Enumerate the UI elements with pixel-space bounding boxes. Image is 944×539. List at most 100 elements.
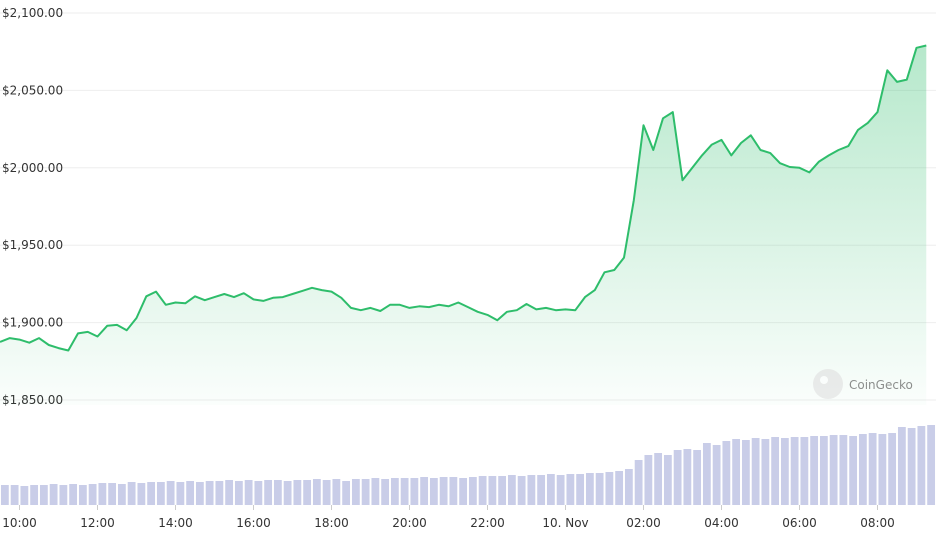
volume-bar xyxy=(449,477,458,505)
volume-bar xyxy=(166,481,175,505)
volume-bar xyxy=(839,435,848,505)
volume-bar xyxy=(566,474,575,505)
x-tick-label: 06:00 xyxy=(782,516,817,530)
volume-bar xyxy=(439,477,448,505)
volume-bar xyxy=(819,436,828,505)
x-tick-label: 02:00 xyxy=(626,516,661,530)
x-tick-label: 18:00 xyxy=(314,516,349,530)
volume-bar xyxy=(137,483,146,505)
volume-bar xyxy=(283,481,292,505)
volume-bar xyxy=(273,480,282,505)
volume-bar xyxy=(927,425,936,505)
volume-bar xyxy=(741,440,750,505)
volume-bar xyxy=(215,481,224,505)
volume-bar xyxy=(361,479,370,505)
volume-bar xyxy=(858,434,867,505)
y-tick-label: $2,050.00 xyxy=(2,83,63,97)
volume-bar xyxy=(342,481,351,505)
volume-bar xyxy=(39,485,48,505)
volume-bar xyxy=(244,480,253,505)
volume-bar xyxy=(322,480,331,505)
volume-bar xyxy=(849,436,858,505)
volume-bar xyxy=(751,438,760,505)
volume-bar xyxy=(488,476,497,505)
volume-bar xyxy=(478,476,487,505)
volume-bar xyxy=(390,478,399,505)
x-tick-label: 16:00 xyxy=(236,516,271,530)
price-line xyxy=(0,44,927,352)
volume-bar xyxy=(654,453,663,505)
watermark-text: CoinGecko xyxy=(849,378,913,392)
volume-bar xyxy=(576,474,585,505)
volume-bar xyxy=(702,443,711,505)
volume-bar xyxy=(790,437,799,505)
x-tick-label: 10. Nov xyxy=(542,516,588,530)
volume-bar xyxy=(897,427,906,505)
volume-bar xyxy=(264,480,273,505)
watermark-logo-eye xyxy=(820,376,828,384)
volume-bar xyxy=(644,455,653,505)
x-tick-label: 20:00 xyxy=(392,516,427,530)
volume-bar xyxy=(673,450,682,505)
x-tick-label: 22:00 xyxy=(470,516,505,530)
volume-bar xyxy=(156,482,165,505)
x-tick-label: 10:00 xyxy=(2,516,37,530)
volume-bar xyxy=(303,480,312,505)
volume-bar xyxy=(732,439,741,505)
volume-bar xyxy=(585,473,594,505)
volume-bar xyxy=(293,480,302,505)
volume-bar xyxy=(468,477,477,505)
volume-bar xyxy=(722,441,731,505)
x-tick-label: 12:00 xyxy=(80,516,115,530)
x-tick-label: 14:00 xyxy=(158,516,193,530)
volume-bar xyxy=(10,485,19,505)
volume-bar xyxy=(225,480,234,505)
volume-bar xyxy=(20,486,29,505)
volume-bar xyxy=(810,436,819,505)
volume-bar xyxy=(556,475,565,505)
volume-bar xyxy=(527,475,536,505)
volume-bar xyxy=(868,433,877,505)
volume-bar xyxy=(30,485,39,505)
volume-bar xyxy=(420,477,429,505)
y-tick-label: $2,000.00 xyxy=(2,161,63,175)
volume-bar xyxy=(615,471,624,505)
volume-bar xyxy=(429,478,438,505)
volume-bar xyxy=(186,481,195,505)
volume-bar xyxy=(195,482,204,505)
y-tick-label: $1,900.00 xyxy=(2,316,63,330)
volume-bar xyxy=(517,476,526,505)
volume-bar xyxy=(312,479,321,505)
volume-bar xyxy=(634,460,643,505)
volume-bar xyxy=(108,483,117,505)
x-tick-label: 04:00 xyxy=(704,516,739,530)
volume-bar xyxy=(351,479,360,505)
volume-bar xyxy=(127,482,136,505)
watermark-logo xyxy=(813,369,843,399)
volume-bar xyxy=(400,478,409,505)
y-tick-label: $1,950.00 xyxy=(2,238,63,252)
volume-bar xyxy=(761,439,770,505)
volume-bar xyxy=(381,479,390,505)
volume-bar xyxy=(0,485,9,505)
volume-bar xyxy=(771,437,780,505)
volume-bar xyxy=(78,485,87,505)
volume-bar xyxy=(147,482,156,505)
volume-bar xyxy=(712,445,721,505)
volume-bar xyxy=(205,481,214,505)
volume-bar xyxy=(800,437,809,505)
volume-bar xyxy=(459,478,468,505)
volume-bar xyxy=(888,433,897,505)
volume-bar xyxy=(234,481,243,505)
volume-bar xyxy=(498,476,507,505)
volume-bar xyxy=(683,449,692,505)
volume-bar xyxy=(371,478,380,505)
volume-bar xyxy=(878,434,887,505)
x-tick-label: 08:00 xyxy=(860,516,895,530)
watermark: CoinGecko xyxy=(813,369,913,399)
volume-bar xyxy=(49,484,58,505)
volume-bar xyxy=(59,485,68,505)
volume-bar xyxy=(595,473,604,505)
y-tick-label: $2,100.00 xyxy=(2,6,63,20)
